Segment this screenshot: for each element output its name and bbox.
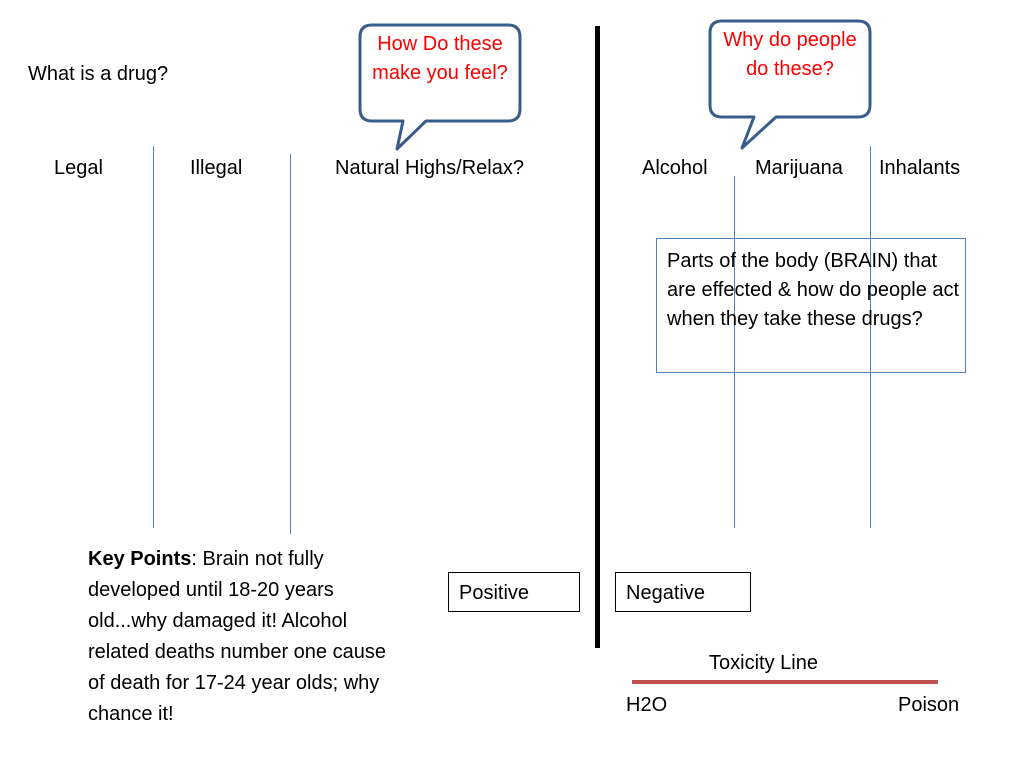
toxicity-title: Toxicity Line (709, 652, 818, 674)
column-header-illegal: Illegal (190, 157, 243, 179)
column-header-inhalants: Inhalants (879, 157, 961, 179)
column-header-legal: Legal (54, 157, 103, 179)
key-points-label: Key Points (88, 548, 192, 570)
column-header-alcohol: Alcohol (642, 157, 708, 179)
column-divider-3 (734, 176, 735, 528)
bubble-feel-text: How Do these make you feel? (372, 33, 508, 84)
brain-effects-text: Parts of the body (BRAIN) that are effec… (667, 250, 960, 330)
positive-label: Positive (459, 582, 530, 604)
bubble-why-shape (708, 19, 872, 150)
key-points: Key Points: Brain not fully developed un… (88, 544, 408, 730)
toxicity-line (632, 680, 938, 684)
column-header-marijuana: Marijuana (755, 157, 843, 179)
toxicity-left-label: H2O (626, 694, 668, 716)
column-divider-1 (153, 146, 154, 528)
column-header-natural-highs: Natural Highs/Relax? (335, 157, 524, 179)
key-points-text: : Brain not fully developed until 18-20 … (88, 548, 386, 725)
column-divider-2 (290, 154, 291, 534)
bubble-why-text: Why do people do these? (723, 29, 857, 80)
brain-effects-box: Parts of the body (BRAIN) that are effec… (656, 238, 966, 373)
center-divider (595, 26, 600, 648)
question-text: What is a drug? (28, 63, 169, 85)
negative-box: Negative (615, 572, 751, 612)
bubble-feel-shape (358, 23, 522, 151)
toxicity-right-label: Poison (898, 694, 960, 716)
column-divider-4 (870, 146, 871, 528)
negative-label: Negative (626, 582, 705, 604)
positive-box: Positive (448, 572, 580, 612)
